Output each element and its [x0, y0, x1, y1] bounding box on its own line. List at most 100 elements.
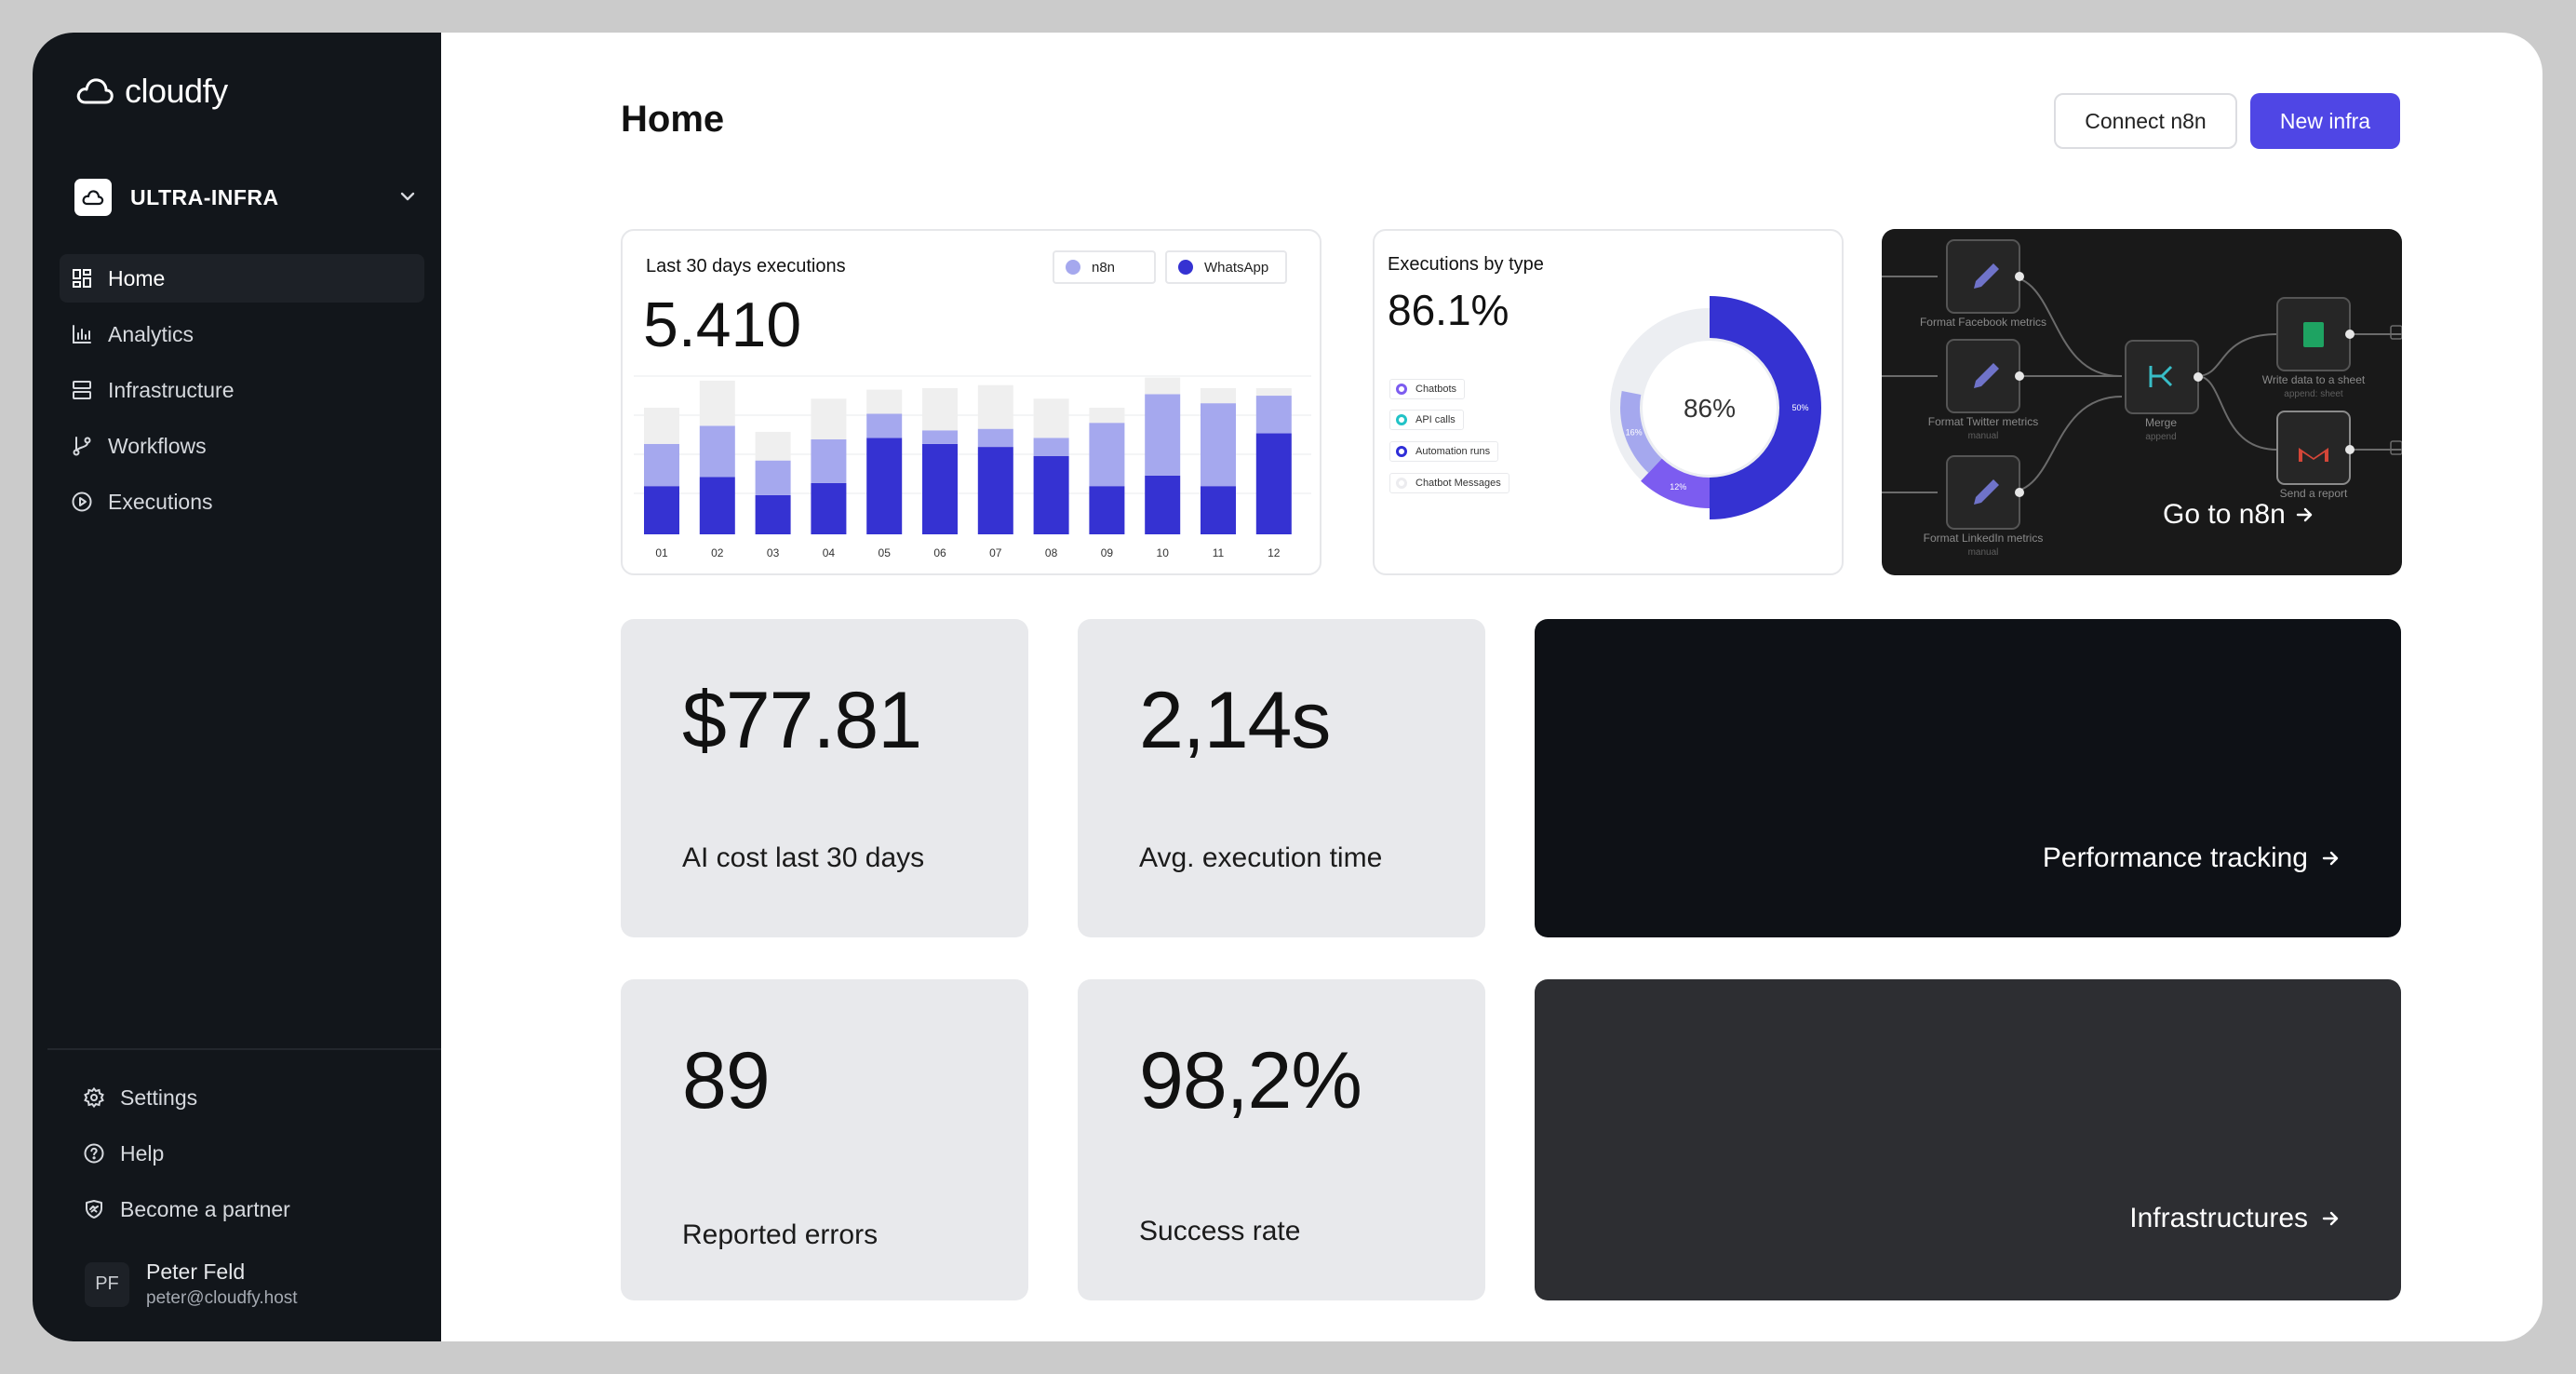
donut-slice-1 — [1641, 458, 1710, 508]
nav-label-help: Help — [120, 1140, 165, 1165]
git-branch-icon — [73, 437, 91, 456]
donut-slice-label: 50% — [1791, 403, 1808, 412]
user-profile[interactable]: PF Peter Feld peter@cloudfy.host — [85, 1260, 298, 1309]
legend-label-chatbot-messages: Chatbot Messages — [1415, 478, 1501, 489]
bar-series-2-03 — [755, 431, 791, 461]
executions-by-type-card[interactable]: Executions by type 86.1% Chatbots API ca… — [1373, 229, 1844, 575]
bar-whatsapp-03 — [755, 494, 791, 534]
nav-item-home[interactable]: Home — [60, 254, 424, 303]
app-window: cloudfy ULTRA-INFRA Home Analytics I — [33, 33, 2542, 1341]
nav-item-executions[interactable]: Executions — [60, 478, 424, 526]
stat-reported-errors: 89 Reported errors — [621, 979, 1028, 1300]
user-name: Peter Feld — [146, 1260, 246, 1284]
stat-label-avg-execution: Avg. execution time — [1139, 842, 1383, 873]
bar-series-2-04 — [811, 398, 847, 439]
legend-automation-runs: Automation runs — [1389, 441, 1499, 462]
node-label-report: Send a report — [2280, 487, 2348, 500]
node-label-twitter: Format Twitter metrics — [1928, 415, 2038, 428]
executions-total: 5.410 — [643, 290, 802, 360]
performance-tracking-card[interactable]: Performance tracking — [1535, 619, 2401, 937]
legend-label-whatsapp: WhatsApp — [1204, 259, 1269, 276]
x-tick-label: 02 — [711, 546, 724, 559]
x-tick-label: 01 — [655, 546, 668, 559]
stat-label-success: Success rate — [1139, 1216, 1301, 1246]
executions-chart-card[interactable]: 01 02 03 04 05 06 07 08 09 10 11 12 Last 30 days ex… — [621, 229, 1322, 575]
nav-item-workflows[interactable]: Workflows — [60, 422, 424, 470]
logo[interactable]: cloudfy — [74, 72, 228, 111]
bar-n8n-01 — [644, 443, 679, 487]
bar-n8n-09 — [1089, 423, 1125, 487]
n8n-workflow-card[interactable]: Format Facebook metrics Format Twitter m… — [1882, 229, 2402, 575]
bar-whatsapp-08 — [1033, 455, 1069, 534]
nav-label-partner: Become a partner — [120, 1196, 290, 1221]
bar-series-2-01 — [644, 408, 679, 444]
bar-series-2-12 — [1255, 387, 1292, 397]
stat-label-errors: Reported errors — [682, 1219, 879, 1250]
legend-n8n: n8n — [1053, 250, 1156, 284]
donut-slice-0 — [1710, 296, 1821, 519]
infrastructures-link[interactable]: Infrastructures — [2129, 1203, 2340, 1234]
node-sub-sheet: append: sheet — [2284, 389, 2343, 399]
legend-dot-n8n — [1066, 260, 1080, 275]
connect-n8n-button[interactable]: Connect n8n — [2054, 93, 2237, 149]
node-label-sheet: Write data to a sheet — [2262, 373, 2366, 386]
donut-slice-label: 16% — [1626, 427, 1643, 437]
stat-ai-cost: $77.81 AI cost last 30 days — [621, 619, 1028, 937]
new-infra-button[interactable]: New infra — [2250, 93, 2400, 149]
legend-label-chatbots: Chatbots — [1415, 384, 1457, 395]
help-circle-icon — [84, 1143, 104, 1164]
secondary-nav: Settings Help Become a partner — [83, 1073, 290, 1241]
stat-label-ai-cost: AI cost last 30 days — [682, 842, 925, 873]
bar-whatsapp-02 — [699, 477, 735, 534]
stat-value-avg-execution: 2,14s — [1139, 676, 1331, 765]
legend-ring-chatbot-messages — [1396, 478, 1407, 489]
infrastructures-card[interactable]: Infrastructures — [1535, 979, 2401, 1300]
bar-series-2-02 — [699, 380, 735, 426]
stat-avg-execution-time: 2,14s Avg. execution time — [1078, 619, 1485, 937]
stat-value-success: 98,2% — [1139, 1036, 1362, 1125]
x-tick-label: 05 — [879, 546, 892, 559]
legend-whatsapp: WhatsApp — [1165, 250, 1287, 284]
legend-chatbots: Chatbots — [1389, 379, 1466, 399]
avatar: PF — [85, 1261, 129, 1307]
nav-item-partner[interactable]: Become a partner — [83, 1185, 290, 1233]
bar-series-2-05 — [866, 389, 903, 414]
bar-whatsapp-10 — [1145, 475, 1181, 534]
stat-value-ai-cost: $77.81 — [682, 676, 922, 765]
nav-label-home: Home — [108, 265, 166, 290]
legend-ring-chatbots — [1396, 384, 1407, 395]
nav-item-infrastructure[interactable]: Infrastructure — [60, 366, 424, 414]
stat-success-rate: 98,2% Success rate — [1078, 979, 1485, 1300]
executions-card-title: Last 30 days executions — [646, 256, 846, 276]
bar-n8n-10 — [1145, 394, 1181, 476]
x-tick-label: 11 — [1213, 546, 1225, 559]
app-name: cloudfy — [125, 72, 228, 110]
legend-dot-whatsapp — [1178, 260, 1193, 275]
bar-series-2-06 — [922, 387, 958, 431]
bar-series-2-09 — [1089, 408, 1125, 424]
bar-whatsapp-07 — [977, 447, 1013, 534]
x-tick-label: 08 — [1045, 546, 1058, 559]
arrow-right-icon — [2322, 1211, 2339, 1226]
org-name: ULTRA-INFRA — [130, 184, 279, 209]
nav-item-analytics[interactable]: Analytics — [60, 310, 424, 358]
nav-item-settings[interactable]: Settings — [83, 1073, 290, 1122]
legend-chatbot-messages: Chatbot Messages — [1389, 473, 1509, 493]
bar-n8n-02 — [699, 425, 735, 478]
handshake-icon — [86, 1200, 102, 1219]
user-email: peter@cloudfy.host — [146, 1288, 298, 1308]
home-grid-icon — [73, 269, 91, 288]
x-tick-label: 03 — [767, 546, 780, 559]
node-sub-linkedin: manual — [1968, 547, 1999, 558]
node-sub-merge: append — [2145, 432, 2176, 442]
nav-item-help[interactable]: Help — [83, 1129, 290, 1178]
org-switcher[interactable]: ULTRA-INFRA — [74, 174, 447, 221]
bar-series-2-07 — [977, 384, 1013, 429]
bar-whatsapp-04 — [811, 482, 847, 534]
go-to-n8n-link[interactable]: Go to n8n — [2163, 499, 2314, 531]
types-card-title: Executions by type — [1388, 254, 1544, 275]
performance-tracking-link[interactable]: Performance tracking — [2043, 842, 2340, 874]
chevron-down-icon[interactable] — [396, 185, 419, 208]
bar-whatsapp-09 — [1089, 486, 1125, 534]
bar-chart-icon — [73, 325, 91, 344]
